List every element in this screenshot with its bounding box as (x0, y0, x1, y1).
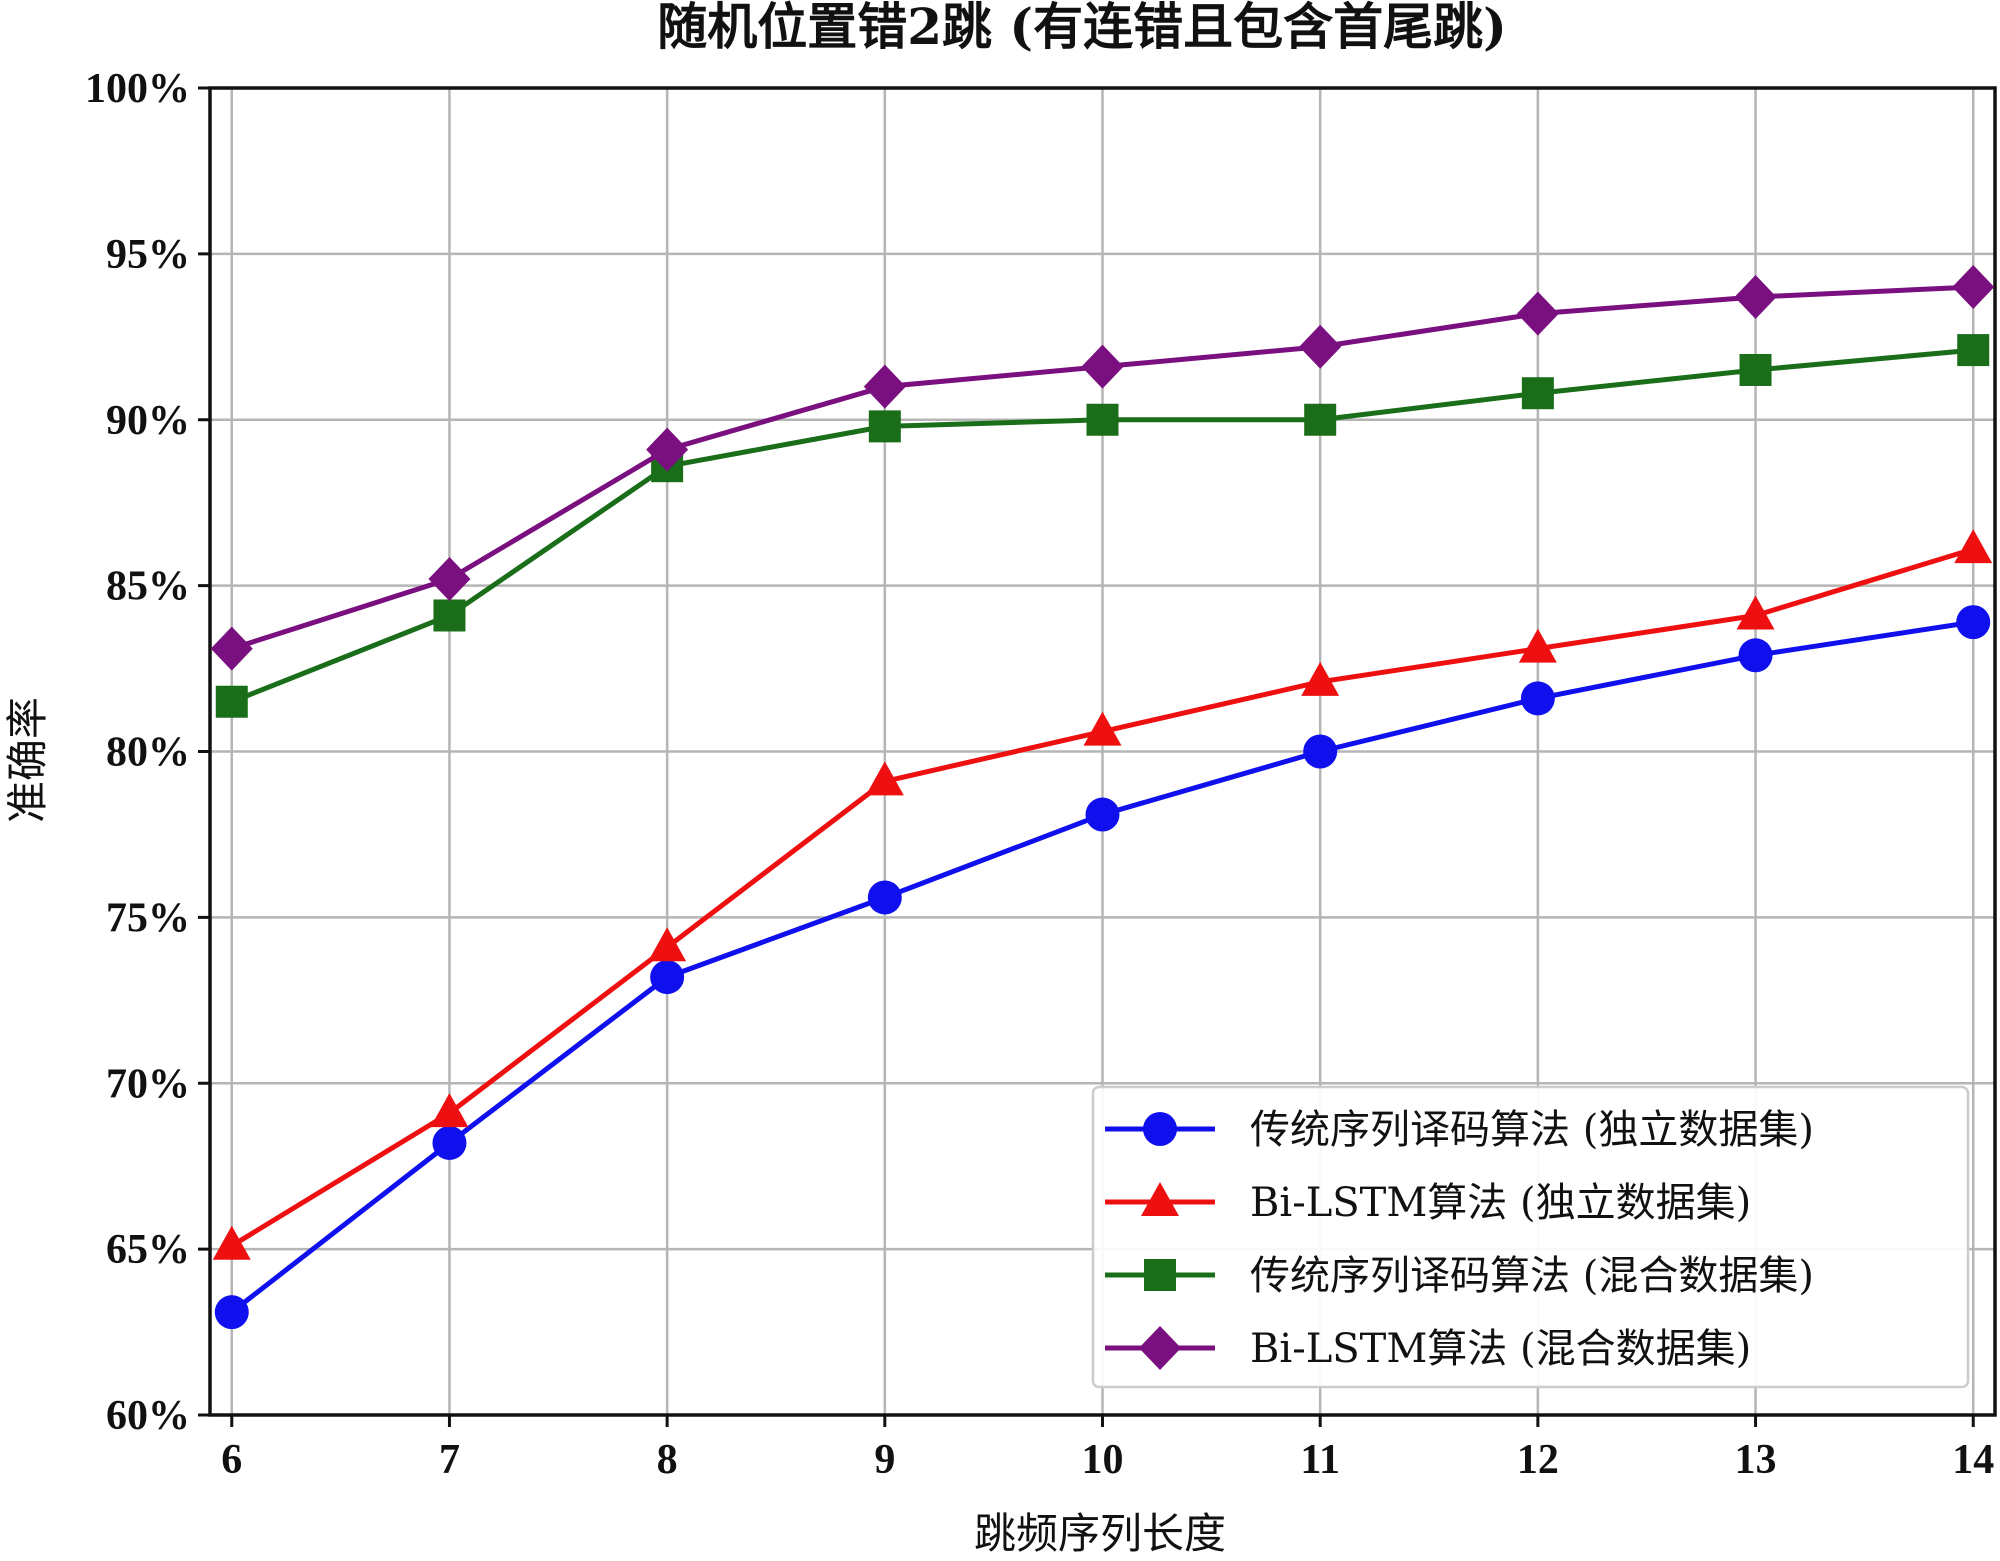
series-layer (210, 265, 1995, 1330)
x-tick-label: 11 (1300, 1437, 1340, 1483)
legend-box (1091, 1085, 1970, 1389)
data-point (650, 960, 685, 995)
data-point (648, 927, 687, 962)
y-tick-label: 85% (106, 564, 190, 610)
x-axis-label: 跳频序列长度 (974, 1509, 1226, 1558)
y-tick-label: 95% (106, 232, 190, 278)
legend-label: 传统序列译码算法 (独立数据集) (1250, 1107, 1814, 1153)
data-point (210, 626, 253, 671)
data-point (1083, 711, 1122, 746)
y-tick-label: 75% (106, 895, 190, 941)
legend-item: 传统序列译码算法 (独立数据集) (1105, 1107, 1814, 1153)
x-tick-label: 10 (1082, 1437, 1124, 1483)
data-point (1299, 324, 1342, 369)
data-point (1957, 334, 1990, 367)
data-point (1085, 797, 1120, 832)
data-point (1952, 265, 1995, 310)
legend-marker (1143, 1112, 1177, 1146)
data-point (1304, 403, 1337, 436)
data-point (1956, 605, 1991, 640)
data-point (868, 410, 901, 443)
data-point (863, 364, 906, 409)
x-tick-label: 7 (439, 1437, 460, 1483)
data-point (433, 599, 466, 632)
series-2 (212, 529, 1993, 1260)
legend-label: Bi-LSTM算法 (混合数据集) (1250, 1326, 1751, 1372)
x-tick-label: 12 (1517, 1437, 1559, 1483)
y-tick-label: 90% (106, 398, 190, 444)
legend-label: 传统序列译码算法 (混合数据集) (1250, 1253, 1814, 1299)
legend-label: Bi-LSTM算法 (独立数据集) (1250, 1180, 1751, 1226)
y-tick-label: 80% (106, 730, 190, 776)
legend-item: Bi-LSTM算法 (混合数据集) (1105, 1326, 1751, 1372)
data-point (214, 1295, 249, 1330)
legend-item: 传统序列译码算法 (混合数据集) (1105, 1253, 1814, 1299)
data-point (212, 1225, 251, 1260)
x-tick-label: 9 (874, 1437, 895, 1483)
y-tick-label: 70% (106, 1061, 190, 1107)
legend-marker (1139, 1326, 1181, 1370)
data-point (1739, 353, 1772, 386)
data-point (646, 427, 689, 472)
data-point (1518, 628, 1557, 663)
legend: 传统序列译码算法 (独立数据集) Bi-LSTM算法 (独立数据集) 传统序列译码算… (1091, 1085, 1970, 1389)
x-axis-ticks: 6 7 8 9 10 11 12 13 14 (221, 1415, 1994, 1483)
series-1 (214, 605, 1991, 1330)
data-point (215, 685, 248, 718)
data-point (1301, 661, 1340, 696)
data-point (428, 556, 471, 601)
chart-title: 随机位置错2跳 (有连错且包含首尾跳) (657, 0, 1507, 56)
data-point (1954, 529, 1993, 564)
legend-marker (1141, 1182, 1179, 1216)
y-axis-label: 准确率 (3, 697, 52, 823)
x-tick-label: 13 (1735, 1437, 1777, 1483)
series-3 (215, 334, 1990, 718)
legend-marker (1144, 1259, 1176, 1291)
data-point (865, 761, 904, 796)
y-axis-ticks: 60% 65% 70% 75% 80% 85% 90% 95% 100% (85, 66, 210, 1439)
data-point (867, 880, 902, 915)
series-4 (210, 265, 1995, 671)
data-point (1516, 291, 1559, 336)
legend-items: 传统序列译码算法 (独立数据集) Bi-LSTM算法 (独立数据集) 传统序列译码算… (1105, 1107, 1814, 1372)
data-point (430, 1093, 469, 1128)
x-tick-label: 14 (1952, 1437, 1994, 1483)
x-tick-label: 6 (221, 1437, 242, 1483)
data-point (1520, 681, 1555, 716)
data-point (1734, 275, 1777, 320)
data-point (1303, 734, 1338, 769)
data-point (1738, 638, 1773, 673)
data-point (1521, 377, 1554, 410)
y-tick-label: 100% (85, 66, 190, 112)
x-tick-label: 8 (657, 1437, 678, 1483)
y-tick-label: 60% (106, 1393, 190, 1439)
data-point (432, 1125, 467, 1160)
data-point (1086, 403, 1119, 436)
data-point (1736, 595, 1775, 630)
legend-item: Bi-LSTM算法 (独立数据集) (1105, 1180, 1751, 1226)
y-tick-label: 65% (106, 1227, 190, 1273)
data-point (1081, 344, 1124, 389)
